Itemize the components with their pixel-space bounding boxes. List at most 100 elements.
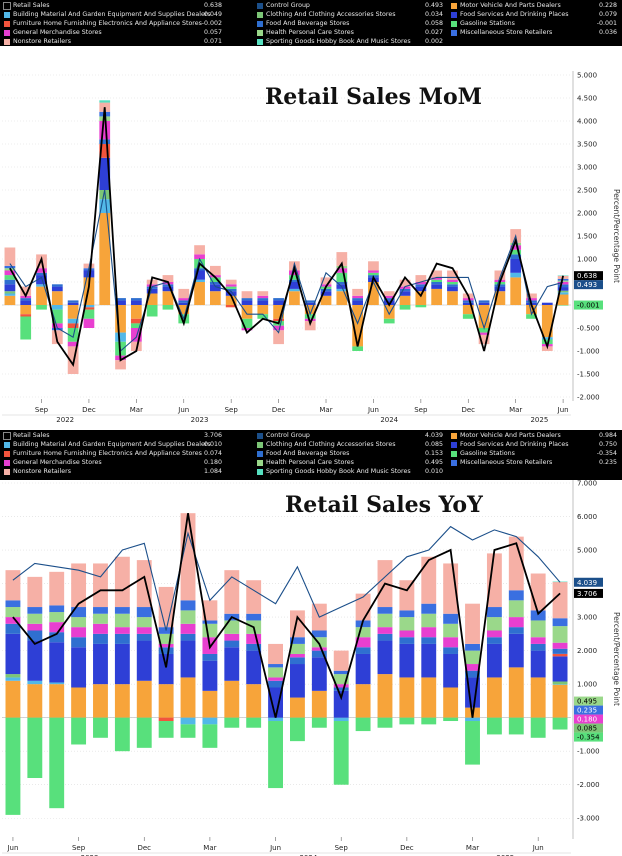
x-year-label: 2024: [380, 416, 398, 424]
legend-item: Motor Vehicle And Parts Dealers 0.228: [451, 2, 617, 10]
y-tick-label: 3.500: [577, 141, 597, 149]
bar-segment-motor: [194, 282, 205, 305]
bar-segment-misc: [202, 620, 218, 624]
y-axis-label: Percent/Percentage Point: [612, 612, 621, 706]
legend-swatch: [451, 12, 457, 18]
legend-label: Miscellaneous Store Retailers: [460, 29, 553, 36]
legend-value: 0.036: [598, 29, 617, 36]
y-tick-label: 5.000: [577, 72, 597, 80]
bar-segment-general: [421, 627, 437, 638]
x-tick-label: Sep: [335, 844, 349, 852]
bar-segment-food: [49, 632, 65, 643]
legend-label: Sporting Goods Hobby Book And Music Stor…: [266, 38, 411, 45]
y-tick-label: 2.500: [577, 187, 597, 195]
bar-segment-motor: [336, 291, 348, 305]
bar-segment-misc: [5, 600, 21, 608]
bar-segment-nonstore: [399, 279, 411, 287]
chart-title: Retail Sales YoY: [285, 492, 483, 518]
x-tick-label: Jun: [177, 406, 189, 414]
legend-swatch: [4, 39, 10, 45]
bar-segment-motor: [415, 291, 427, 305]
value-tag: [574, 732, 603, 742]
bar-segment-motor: [99, 213, 111, 305]
bar-segment-health: [114, 613, 130, 628]
bar-segment-health: [377, 613, 393, 628]
bar-segment-motor: [241, 305, 253, 319]
bar-segment-gasoline: [36, 305, 47, 310]
legend-label: Health Personal Care Stores: [266, 29, 354, 36]
legend-swatch: [3, 2, 11, 10]
bar-segment-gasoline: [93, 717, 108, 738]
x-tick-label: Jun: [269, 844, 281, 852]
bar-segment-motor: [421, 677, 437, 718]
bar-segment-health: [311, 637, 327, 648]
bar-segment-motor: [49, 684, 65, 718]
bar-segment-motor: [494, 291, 506, 305]
bar-segment-health: [290, 643, 305, 654]
bar-segment-motor: [289, 291, 300, 305]
value-tag-text: 4.039: [577, 579, 597, 587]
legend-label: Food And Beverage Stores: [266, 20, 350, 27]
bar-segment-nonstore: [478, 334, 490, 345]
bar-segment-nonstore: [336, 252, 348, 266]
bar-segment-food: [202, 653, 218, 661]
x-tick-label: Jun: [532, 844, 544, 852]
value-tag: [574, 280, 603, 290]
mom-legend: Retail Sales 0.638 Control Group 0.493 Motor…: [0, 0, 622, 46]
yoy-chart-panel: Retail Sales 3.706 Control Group 4.039 Motor…: [0, 430, 622, 856]
bar-segment-foodsvc: [399, 643, 415, 678]
bar-segment-food: [377, 633, 393, 641]
bar-segment-food: [465, 670, 480, 678]
bar-segment-gasoline: [114, 717, 130, 752]
bar-segment-gasoline: [557, 305, 569, 306]
bar-segment-food: [273, 298, 284, 301]
bar-segment-general: [241, 328, 253, 331]
bar-segment-motor: [557, 294, 569, 305]
bar-segment-general: [377, 627, 393, 634]
y-tick-label: 1.500: [577, 233, 597, 241]
bar-segment-motor: [5, 680, 21, 718]
bar-segment-gasoline: [336, 272, 348, 282]
y-axis-label: Percent/Percentage Point: [612, 189, 621, 283]
bar-segment-nonstore: [399, 580, 415, 611]
bar-segment-general: [447, 279, 458, 282]
bar-segment-nonstore: [5, 570, 21, 601]
bar-segment-misc: [377, 607, 393, 614]
value-tag: [574, 723, 603, 733]
bar-segment-general: [136, 627, 152, 634]
bar-segment-food: [415, 284, 427, 287]
bar-segment-building: [36, 284, 47, 287]
bar-segment-food: [478, 300, 490, 303]
legend-label: Control Group: [266, 2, 310, 9]
bar-segment-foodsvc: [494, 286, 506, 292]
legend-item: Health Personal Care Stores 0.027: [257, 29, 443, 37]
bar-segment-food: [333, 687, 349, 691]
legend-swatch: [257, 21, 263, 27]
bar-segment-food: [290, 657, 305, 665]
legend-value: 0.493: [424, 2, 443, 9]
legend-value: 0.153: [424, 450, 443, 457]
bar-segment-misc: [51, 328, 63, 331]
legend-item: Motor Vehicle And Parts Dealers 0.984: [451, 432, 617, 440]
legend-value: 4.039: [424, 432, 443, 439]
x-tick-label: Mar: [319, 406, 332, 414]
bar-segment-food: [508, 627, 524, 634]
x-tick-label: Sep: [72, 844, 86, 852]
legend-item: Control Group 4.039: [257, 432, 443, 440]
bar-segment-foodsvc: [431, 284, 443, 289]
bar-segment-health: [465, 650, 480, 665]
bar-segment-building: [541, 337, 553, 340]
bar-segment-motor: [290, 697, 305, 718]
bar-segment-clothing: [552, 681, 568, 685]
bar-segment-nonstore: [447, 270, 458, 280]
bar-segment-gasoline: [27, 717, 43, 779]
x-tick-label: Sep: [225, 406, 239, 414]
bar-segment-motor: [304, 305, 316, 315]
bar-segment-building: [67, 318, 79, 324]
control-group-line: [12, 525, 561, 631]
bar-segment-gasoline: [541, 339, 553, 345]
bar-segment-nonstore: [368, 261, 379, 271]
bar-segment-foodsvc: [541, 302, 553, 305]
bar-segment-building: [180, 717, 196, 725]
bar-segment-food: [20, 298, 32, 301]
